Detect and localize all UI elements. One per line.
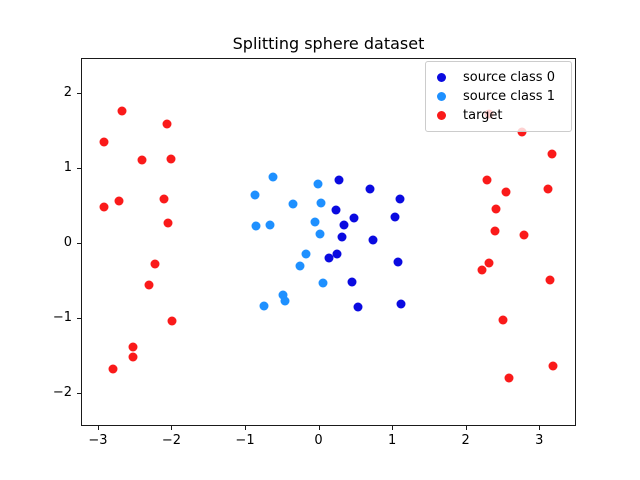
data-point: [368, 235, 378, 245]
x-tick-mark: [392, 426, 394, 430]
x-tick-mark: [245, 426, 247, 430]
y-tick-mark: [77, 93, 81, 95]
data-point: [167, 316, 177, 326]
x-tick-mark: [318, 426, 320, 430]
data-point: [163, 218, 173, 228]
data-point: [491, 204, 501, 214]
data-point: [519, 230, 529, 240]
data-point: [339, 220, 349, 230]
data-point: [332, 249, 342, 259]
data-point: [259, 301, 269, 311]
data-point: [166, 154, 176, 164]
data-point: [547, 149, 557, 159]
x-tick-mark: [171, 426, 173, 430]
legend-label: source class 1: [463, 89, 555, 104]
data-point: [477, 265, 487, 275]
data-point: [504, 373, 514, 383]
data-point: [150, 259, 160, 269]
legend-label: source class 0: [463, 70, 555, 85]
data-point: [490, 226, 500, 236]
data-point: [295, 261, 305, 271]
data-point: [268, 172, 278, 182]
x-tick-label: 0: [314, 433, 323, 448]
data-point: [337, 232, 347, 242]
data-point: [334, 175, 344, 185]
data-point: [313, 179, 323, 189]
x-tick-label: 3: [535, 433, 544, 448]
y-tick-mark: [77, 393, 81, 395]
x-tick-label: −3: [88, 433, 108, 448]
data-point: [310, 217, 320, 227]
data-point: [128, 342, 138, 352]
data-point: [251, 221, 261, 231]
data-point: [396, 299, 406, 309]
data-point: [137, 155, 147, 165]
data-point: [99, 137, 109, 147]
y-tick-mark: [77, 318, 81, 320]
data-point: [162, 119, 172, 129]
legend-item-target: target: [437, 106, 565, 125]
x-tick-mark: [539, 426, 541, 430]
data-point: [159, 194, 169, 204]
legend: source class 0 source class 1 target: [425, 61, 572, 132]
y-tick-mark: [77, 243, 81, 245]
data-point: [498, 315, 508, 325]
y-tick-label: −2: [52, 385, 72, 401]
data-point: [365, 184, 375, 194]
data-point: [353, 302, 363, 312]
data-point: [501, 187, 511, 197]
x-tick-label: −1: [235, 433, 255, 448]
x-tick-mark: [465, 426, 467, 430]
legend-item-source-class-0: source class 0: [437, 68, 565, 87]
data-point: [114, 196, 124, 206]
data-point: [128, 352, 138, 362]
y-tick-label: 0: [63, 235, 72, 251]
y-tick-label: 2: [63, 85, 72, 101]
data-point: [316, 198, 326, 208]
x-tick-label: −2: [161, 433, 182, 448]
data-point: [349, 213, 359, 223]
x-tick-label: 1: [387, 433, 397, 448]
scatter-marker-icon: [437, 73, 446, 82]
data-point: [390, 212, 400, 222]
chart-title: Splitting sphere dataset: [232, 34, 425, 53]
data-point: [482, 175, 492, 185]
data-point: [108, 364, 118, 374]
scatter-marker-icon: [437, 111, 446, 120]
y-tick-label: 1: [63, 160, 72, 176]
data-point: [144, 280, 154, 290]
y-tick-mark: [77, 168, 81, 170]
scatter-marker-icon: [437, 92, 446, 101]
data-point: [543, 184, 553, 194]
data-point: [324, 253, 334, 263]
data-point: [395, 194, 405, 204]
data-point: [393, 257, 403, 267]
data-point: [99, 202, 109, 212]
data-point: [331, 205, 341, 215]
data-point: [484, 258, 494, 268]
data-point: [278, 290, 288, 300]
data-point: [117, 106, 127, 116]
data-point: [280, 296, 290, 306]
data-point: [318, 278, 328, 288]
x-tick-mark: [97, 426, 99, 430]
y-tick-label: −1: [52, 310, 72, 326]
data-point: [347, 277, 357, 287]
data-point: [548, 361, 558, 371]
legend-label: target: [463, 108, 503, 123]
data-point: [265, 220, 275, 230]
data-point: [545, 275, 555, 285]
data-point: [288, 199, 298, 209]
data-point: [250, 190, 260, 200]
legend-item-source-class-1: source class 1: [437, 87, 565, 106]
data-point: [301, 249, 311, 259]
x-tick-label: 2: [461, 433, 470, 448]
data-point: [315, 229, 325, 239]
